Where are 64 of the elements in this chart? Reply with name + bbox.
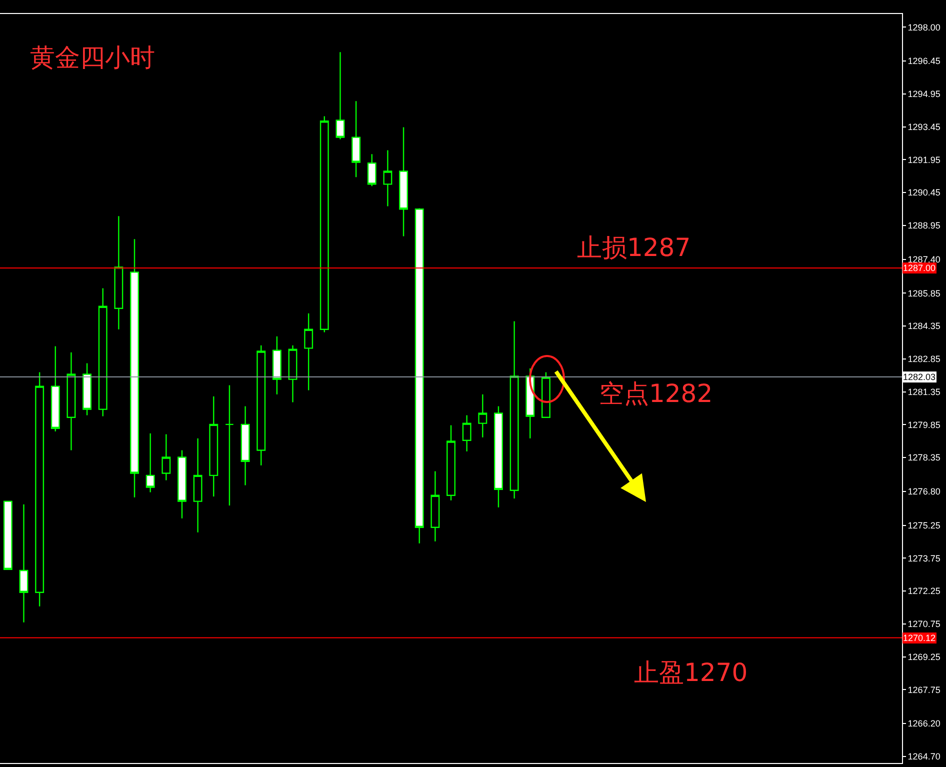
candlestick (288, 344, 298, 403)
candlestick (304, 312, 314, 391)
y-tick-label: 1281.35 (908, 386, 940, 397)
y-tick-label: 1290.45 (908, 188, 940, 198)
y-tick-label: 1266.20 (908, 718, 940, 729)
ref-line-label: 1270.12 (903, 633, 936, 643)
y-tick-label: 1282.85 (908, 354, 940, 364)
candlestick (35, 372, 44, 608)
y-tick-label: 1285.85 (908, 288, 940, 298)
candlestick (146, 432, 155, 493)
candlestick (510, 320, 519, 500)
candlestick (240, 406, 250, 486)
candlestick (178, 450, 186, 519)
y-tick-label: 1275.25 (908, 520, 940, 531)
y-tick-label: 1272.25 (908, 586, 940, 596)
y-tick-label: 1273.75 (908, 553, 940, 564)
candlestick (541, 372, 550, 418)
y-tick-label: 1293.45 (908, 122, 940, 132)
candlestick (367, 154, 376, 187)
y-tick-label: 1284.35 (908, 321, 940, 332)
y-tick-label: 1294.95 (908, 89, 940, 100)
annotation: 止盈1270 (634, 658, 748, 687)
candlestick (320, 116, 329, 333)
y-tick-label: 1298.00 (908, 22, 940, 32)
candlestick (399, 126, 408, 237)
y-tick-label: 1278.35 (908, 452, 940, 463)
candlestick (383, 150, 392, 207)
candlestick (82, 362, 92, 416)
candlestick (98, 288, 108, 417)
candlestick (414, 208, 424, 544)
candlestick (462, 414, 472, 452)
annotation: 止损1287 (577, 233, 691, 262)
y-tick-label: 1291.95 (908, 154, 940, 165)
ref-line-label: 1282.03 (903, 372, 936, 382)
candlestick (50, 346, 60, 432)
candlestick (336, 52, 345, 140)
candlestick (272, 336, 282, 396)
ref-line-label: 1287.00 (903, 263, 936, 273)
candlestick (162, 434, 171, 481)
candlestick (494, 406, 503, 508)
y-tick-label: 1288.95 (908, 220, 940, 230)
y-tick-label: 1276.80 (908, 486, 940, 497)
candlestick (3, 500, 12, 570)
y-tick-label: 1287.40 (908, 254, 940, 264)
candlestick (256, 344, 266, 466)
candlestick (19, 504, 28, 623)
candlestick (478, 394, 488, 438)
candlestick (446, 424, 456, 502)
candlestick (430, 470, 440, 542)
y-tick-label: 1270.75 (908, 619, 940, 630)
y-tick-label: 1269.25 (908, 652, 940, 662)
candlestick (224, 384, 234, 506)
y-tick-label: 1264.70 (908, 752, 940, 762)
annotation: 空点1282 (599, 379, 713, 408)
y-tick-label: 1296.45 (908, 56, 940, 66)
candlestick (66, 352, 76, 451)
candlestick (193, 438, 202, 533)
candlestick (130, 238, 139, 498)
candlestick (114, 216, 124, 330)
text: 黄金四小时 (30, 43, 155, 72)
candlestick (209, 396, 218, 498)
y-tick-label: 1279.85 (908, 420, 940, 430)
y-tick-label: 1267.75 (908, 684, 940, 695)
candlestick (352, 100, 361, 178)
